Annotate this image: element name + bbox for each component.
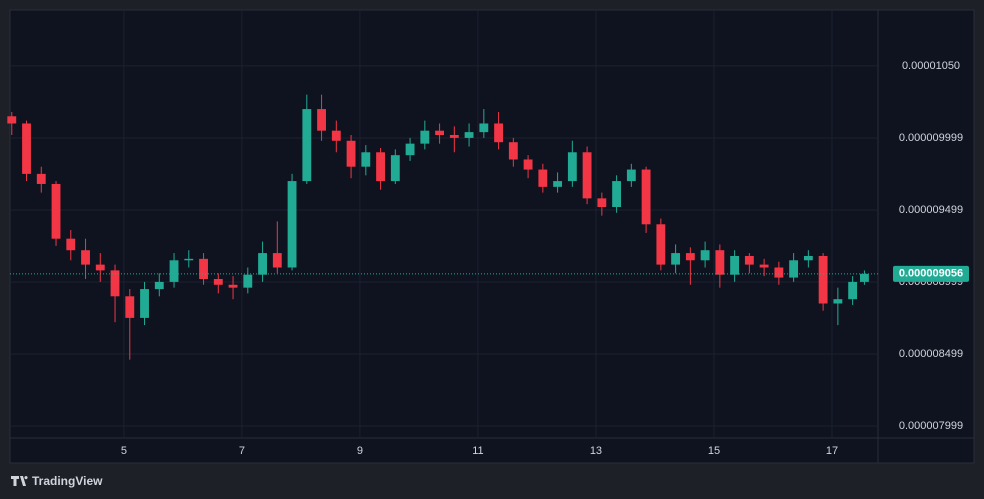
x-tick-label: 13: [590, 445, 602, 457]
candle-body: [435, 130, 444, 136]
candle-body: [715, 250, 725, 275]
candle-body: [22, 123, 31, 174]
candle-body: [95, 264, 105, 271]
candle-body: [789, 260, 799, 278]
x-tick-label: 15: [708, 445, 720, 457]
candle-body: [7, 116, 17, 124]
candle-body: [140, 289, 149, 318]
candle-body: [184, 258, 194, 261]
candle-body: [656, 224, 666, 265]
candle-body: [479, 123, 489, 133]
candle-body: [597, 198, 607, 208]
last-price-label: 0.000009056: [899, 268, 963, 280]
candle-body: [730, 255, 740, 275]
x-tick-label: 11: [472, 445, 483, 457]
candle-body: [671, 253, 681, 265]
last-price-badge: [893, 265, 969, 282]
candle-body: [66, 238, 76, 251]
x-tick-label: 17: [826, 445, 838, 457]
candle-body: [818, 255, 828, 304]
y-tick-label: 0.000007999: [899, 420, 963, 432]
candle-body: [258, 253, 267, 275]
candle-body: [36, 173, 46, 184]
candle-body: [199, 258, 208, 280]
candle-body: [169, 260, 179, 282]
candle-body: [860, 273, 869, 282]
candle-body: [833, 299, 843, 304]
candle-body: [243, 274, 253, 288]
y-tick-label: 0.00001050: [902, 60, 960, 72]
candle-body: [317, 109, 326, 131]
candle-body: [302, 109, 312, 182]
candle-body: [420, 130, 430, 144]
grid: [10, 10, 878, 438]
candle-body: [612, 181, 622, 208]
candle-body: [523, 159, 533, 170]
candle-body: [125, 296, 135, 318]
x-tick-label: 7: [239, 445, 245, 457]
candle-body: [759, 264, 769, 268]
candle-body: [538, 169, 548, 187]
y-tick-label: 0.000009999: [899, 132, 963, 144]
candle-body: [774, 267, 784, 278]
candle-body: [331, 130, 341, 141]
candle-body: [361, 152, 371, 167]
candle-body: [641, 169, 651, 225]
x-tick-label: 9: [357, 445, 363, 457]
candle-body: [110, 270, 120, 297]
logo: TradingView: [11, 474, 103, 488]
candle-body: [494, 123, 504, 143]
candle-body: [685, 253, 695, 261]
candle-body: [346, 140, 356, 167]
candle-body: [744, 255, 754, 265]
candle-body: [405, 143, 415, 156]
candle-body: [626, 169, 636, 182]
candle-body: [81, 250, 90, 265]
candle-body: [553, 181, 563, 187]
y-tick-label: 0.000009499: [899, 204, 963, 216]
candle-body: [213, 279, 223, 285]
candle-body: [228, 284, 238, 288]
candle-body: [390, 155, 400, 182]
brand-name: TradingView: [32, 474, 103, 488]
x-tick-label: 5: [121, 445, 127, 457]
candle-body: [508, 142, 518, 160]
candle-body: [287, 181, 297, 268]
candle-body: [449, 135, 459, 138]
candle-body: [700, 250, 710, 261]
candle-body: [567, 152, 577, 182]
y-tick-label: 0.000008499: [899, 348, 963, 360]
candle-body: [272, 253, 282, 268]
candle-body: [51, 183, 61, 239]
candle-body: [582, 152, 592, 199]
candle-body: [376, 152, 385, 182]
candle-body: [464, 132, 474, 138]
candle-body: [803, 255, 813, 261]
candle-body: [848, 281, 858, 300]
chart-panel: [9, 9, 975, 464]
candle-body: [154, 281, 164, 290]
